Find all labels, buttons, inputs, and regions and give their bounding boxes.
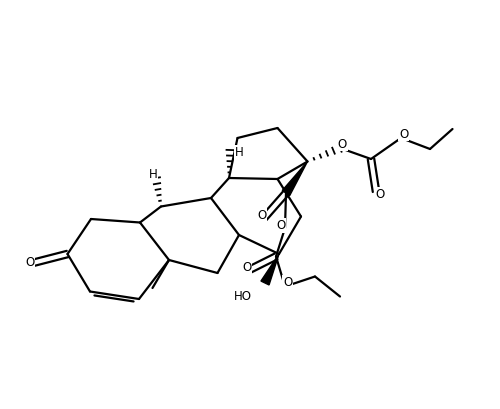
Text: O: O	[257, 209, 266, 222]
Text: O: O	[276, 219, 285, 232]
Text: O: O	[26, 256, 35, 270]
Text: H: H	[149, 168, 158, 180]
Text: HO: HO	[234, 290, 252, 303]
Text: H: H	[234, 146, 244, 159]
Text: O: O	[376, 187, 384, 200]
Polygon shape	[261, 254, 279, 285]
Text: O: O	[399, 128, 408, 141]
Text: O: O	[283, 276, 292, 289]
Polygon shape	[282, 162, 308, 196]
Text: O: O	[242, 261, 251, 274]
Text: O: O	[338, 137, 347, 151]
